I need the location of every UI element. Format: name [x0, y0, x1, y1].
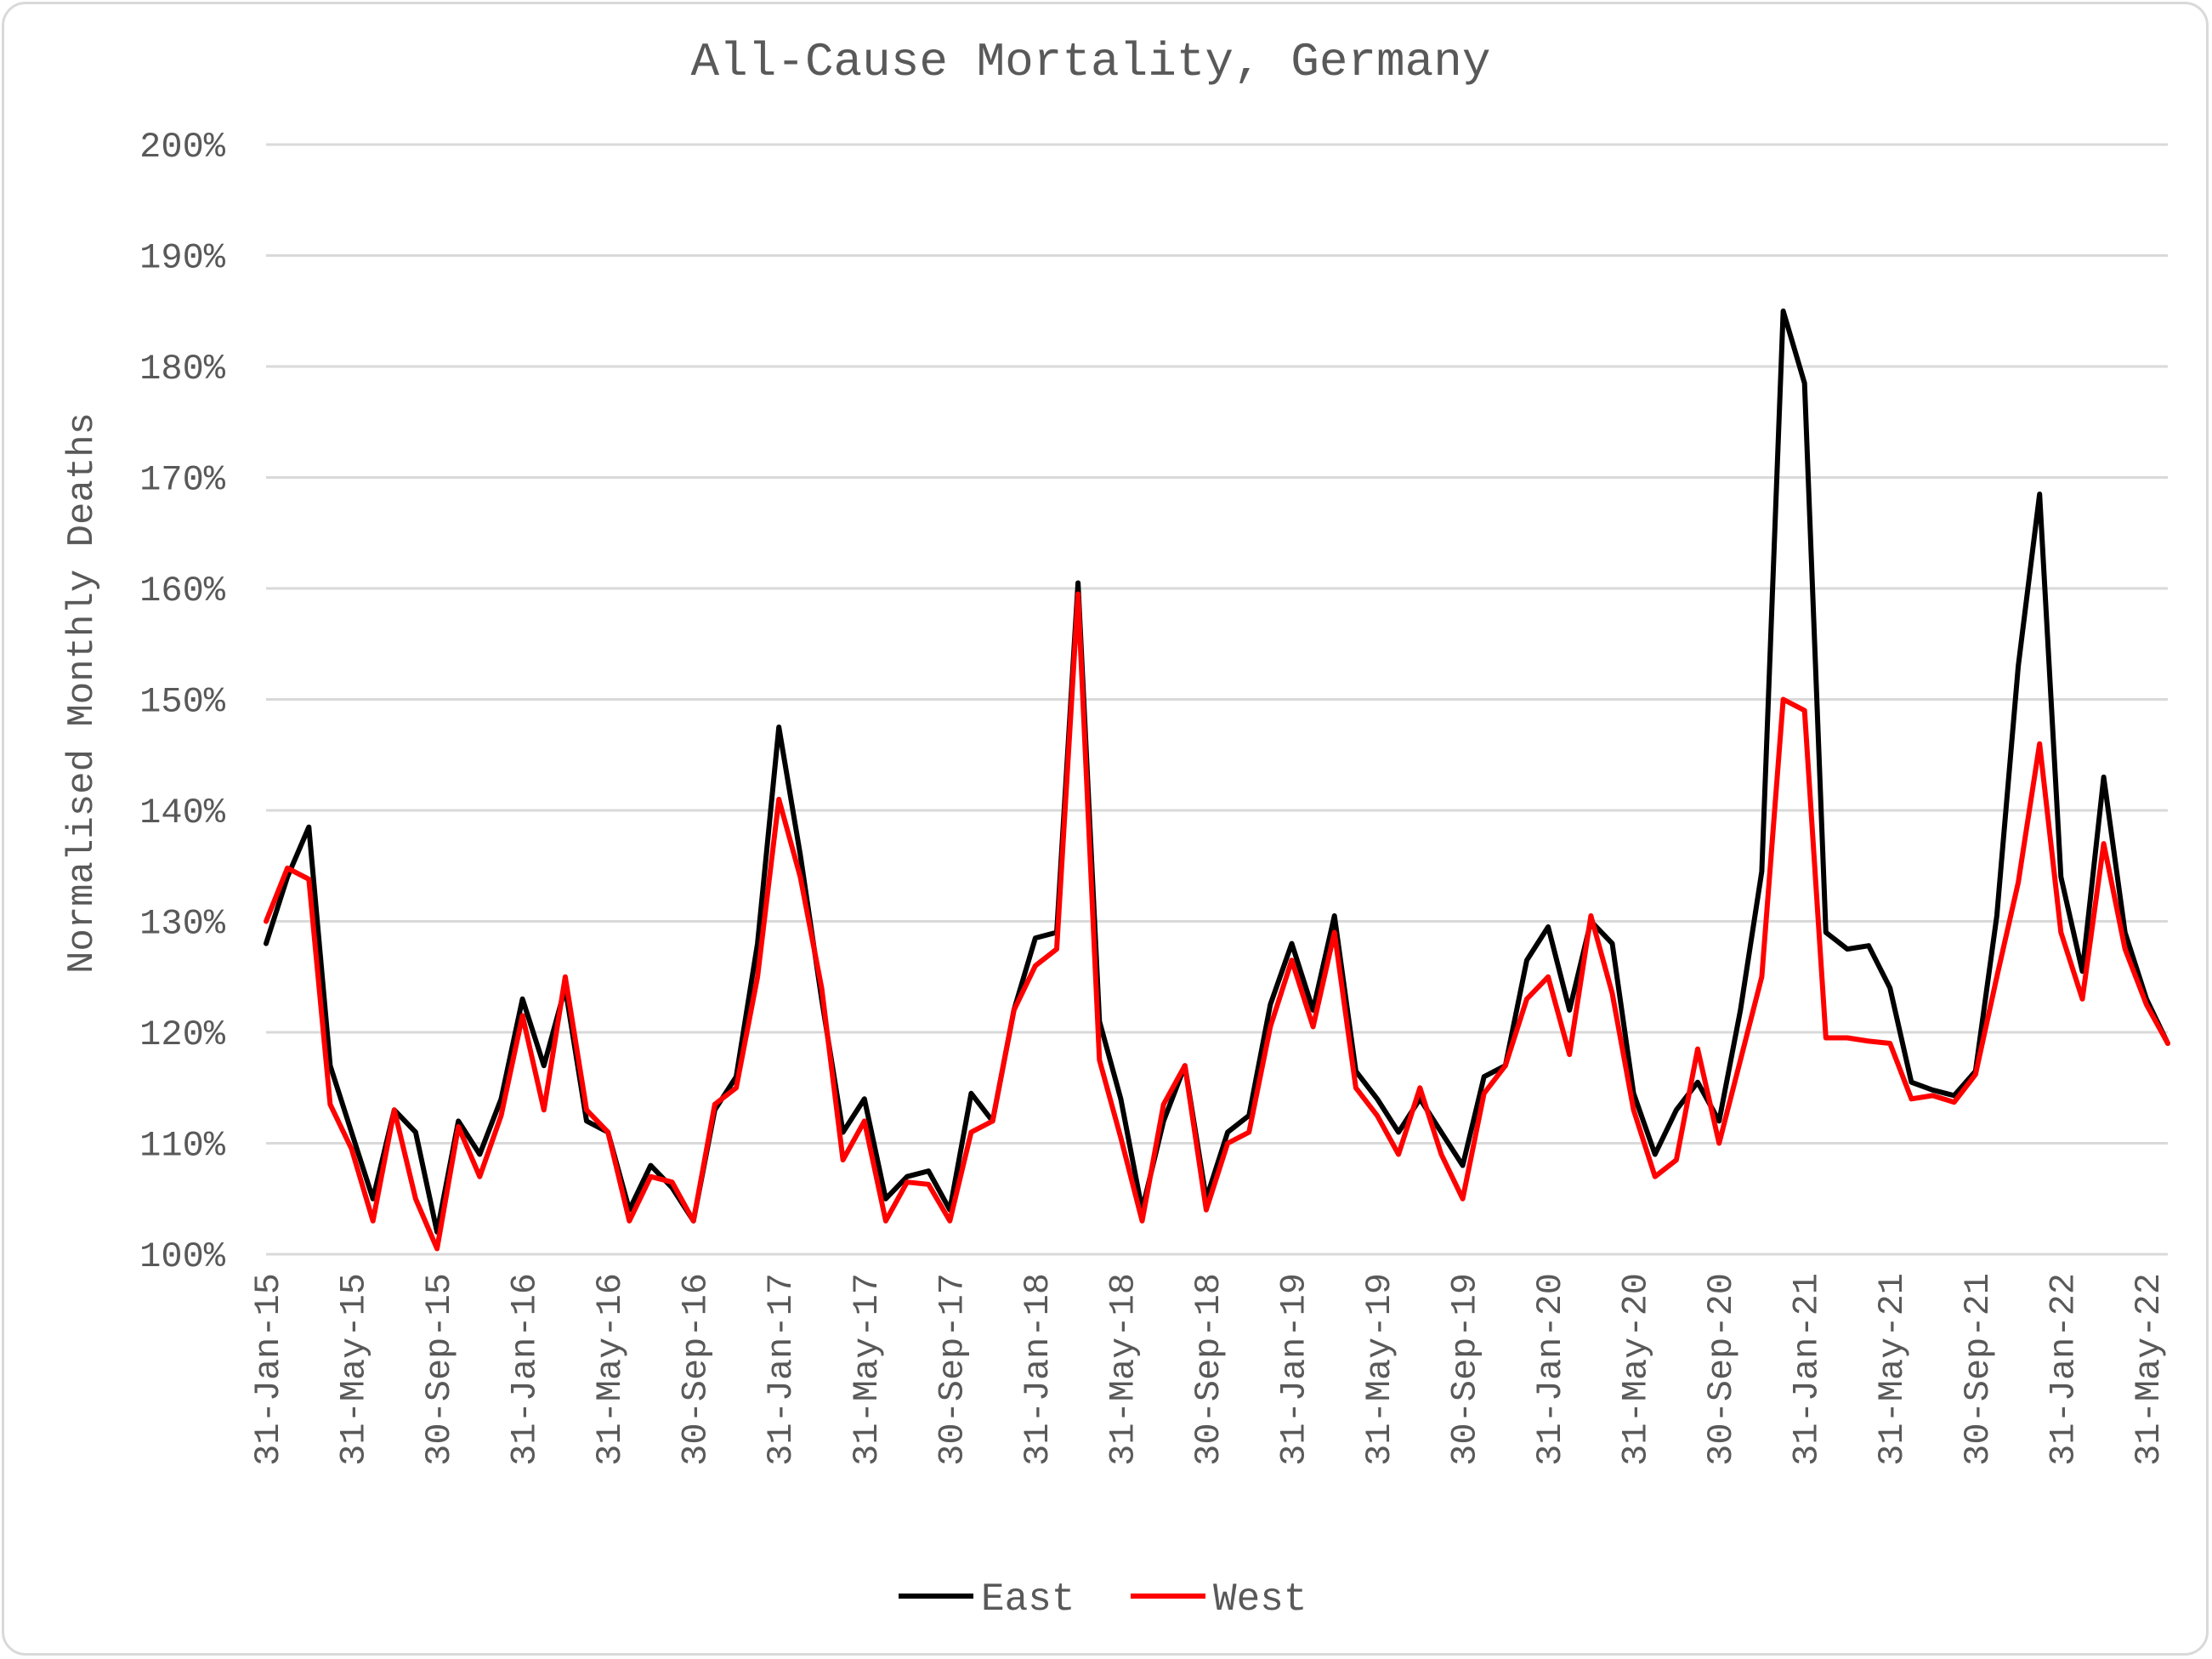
gridlines: [266, 143, 2168, 1256]
x-tick-label: 31-May-19: [1359, 1273, 1400, 1466]
y-tick-label: 180%: [139, 349, 226, 389]
legend-label-east: East: [981, 1577, 1075, 1622]
x-tick-label: 31-Jan-18: [1018, 1273, 1058, 1466]
x-tick-label: 31-May-17: [847, 1273, 888, 1466]
x-tick-label: 30-Sep-21: [1958, 1273, 1999, 1466]
x-tick-label: 31-May-20: [1616, 1273, 1657, 1466]
x-tick-label: 30-Sep-15: [419, 1273, 460, 1466]
x-tick-label: 30-Sep-17: [932, 1273, 973, 1466]
legend-label-west: West: [1213, 1577, 1307, 1622]
x-tick-label: 31-May-15: [334, 1273, 375, 1466]
chart-title: All-Cause Mortality, Germany: [691, 35, 1491, 89]
x-tick-label: 31-May-22: [2129, 1273, 2169, 1466]
x-tick-label: 31-Jan-15: [248, 1273, 289, 1466]
x-tick-label: 31-Jan-16: [505, 1273, 546, 1466]
legend: East West: [899, 1577, 1307, 1622]
series-line-west: [264, 591, 2170, 1252]
x-tick-label: 31-Jan-20: [1530, 1273, 1571, 1466]
x-tick-label: 31-Jan-17: [761, 1273, 802, 1466]
y-tick-labels: 100% 110% 120% 130% 140% 150% 160% 170% 180% 190%…: [139, 127, 226, 1277]
x-tick-label: 30-Sep-18: [1188, 1273, 1229, 1466]
x-tick-label: 30-Sep-16: [676, 1273, 717, 1466]
y-tick-label: 190%: [139, 238, 226, 279]
x-tick-labels: 31-Jan-15 31-May-15 30-Sep-15 31-Jan-16 31-M…: [248, 1273, 2169, 1466]
y-tick-label: 120%: [139, 1014, 226, 1055]
y-tick-label: 110%: [139, 1126, 226, 1167]
y-tick-label: 140%: [139, 793, 226, 833]
y-tick-label: 150%: [139, 682, 226, 723]
y-tick-label: 130%: [139, 904, 226, 945]
y-axis-label: Normalised Monthly Deaths: [61, 412, 104, 974]
x-tick-label: 31-May-18: [1103, 1273, 1143, 1466]
y-tick-label: 100%: [139, 1236, 226, 1277]
x-tick-label: 30-Sep-20: [1701, 1273, 1742, 1466]
x-tick-label: 31-Jan-22: [2043, 1273, 2084, 1466]
x-tick-label: 31-May-21: [1872, 1273, 1913, 1466]
x-tick-label: 30-Sep-19: [1445, 1273, 1486, 1466]
y-tick-label: 200%: [139, 127, 226, 168]
x-tick-label: 31-May-16: [590, 1273, 631, 1466]
series-lines: [264, 308, 2170, 1252]
y-tick-label: 160%: [139, 571, 226, 611]
series-line-east: [264, 308, 2170, 1235]
x-tick-label: 31-Jan-19: [1273, 1273, 1314, 1466]
y-tick-label: 170%: [139, 460, 226, 501]
x-tick-label: 31-Jan-21: [1787, 1273, 1828, 1466]
